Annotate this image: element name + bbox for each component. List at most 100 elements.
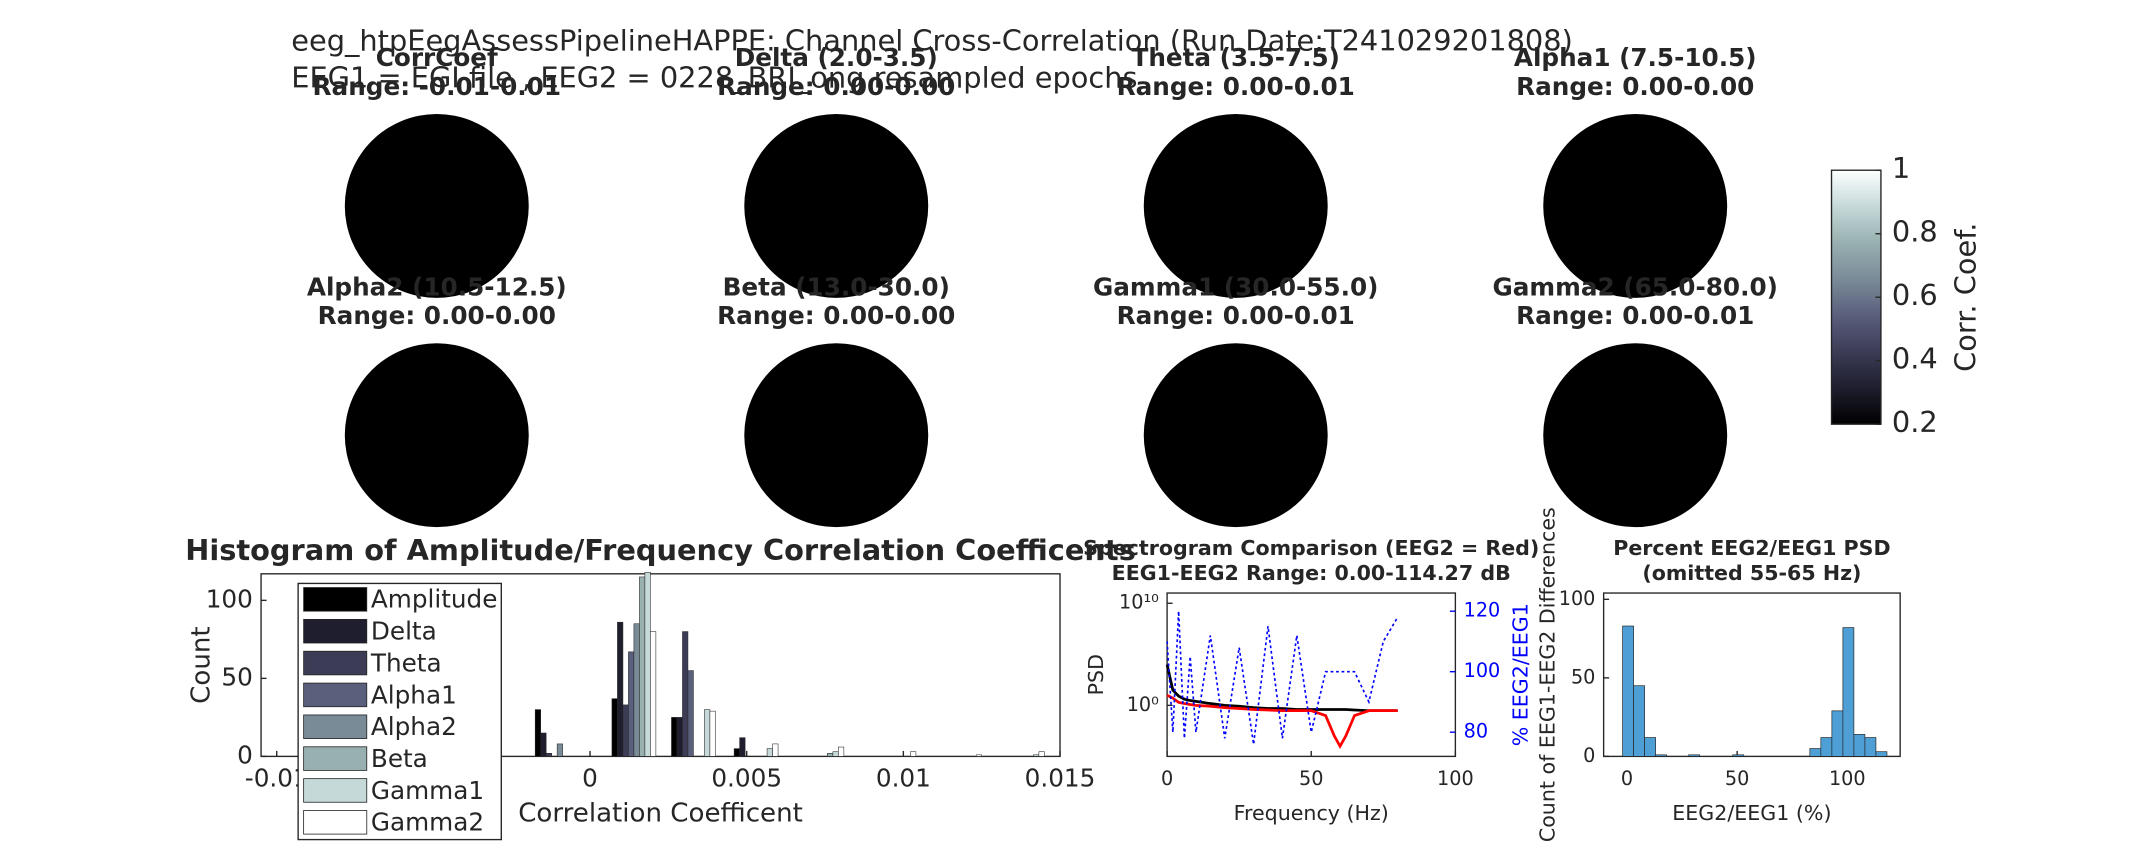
bar <box>687 670 694 757</box>
legend-swatch <box>303 650 368 676</box>
bar <box>709 710 716 757</box>
bar <box>704 709 711 757</box>
histogram-bar <box>1633 685 1645 757</box>
x-tick-label: 0 <box>582 764 598 793</box>
topomap-title: Beta (13.0-30.0) <box>723 272 950 301</box>
chart-subtitle: EEG1-EEG2 Range: 0.00-114.27 dB <box>1112 561 1511 585</box>
topomap-subtitle: Range: 0.00-0.00 <box>1516 72 1754 101</box>
topomap-subtitle: Range: -0.01-0.01 <box>313 72 561 101</box>
legend-label: Gamma2 <box>371 808 484 837</box>
x-tick-label: 0 <box>1161 767 1173 790</box>
bar <box>733 748 740 757</box>
x-tick-label: 0.01 <box>876 764 931 793</box>
colorbar-label: Corr. Coef. <box>1948 223 1982 372</box>
bar <box>611 698 618 757</box>
topomap-subtitle: Range: 0.00-0.01 <box>1516 301 1754 330</box>
y2-tick-label: 100 <box>1464 659 1501 682</box>
y-tick-label: 10¹⁰ <box>1119 591 1159 614</box>
histogram-bar <box>1644 737 1656 757</box>
bar <box>644 571 651 757</box>
topomap-disc <box>1543 113 1728 298</box>
bar <box>682 631 689 757</box>
bar <box>622 704 629 757</box>
topomap-disc <box>744 343 929 528</box>
bar <box>827 753 834 757</box>
topomap-disc <box>344 113 529 298</box>
x-tick-label: 50 <box>1725 767 1749 790</box>
bar <box>975 754 982 757</box>
colorbar <box>1830 169 1882 425</box>
bar <box>766 748 773 757</box>
bar <box>739 737 746 757</box>
colorbar-tick-label: 0.6 <box>1892 278 1938 312</box>
chart-subtitle: (omitted 55-65 Hz) <box>1642 561 1861 585</box>
histogram-bar <box>1864 737 1877 757</box>
y-tick-label: 0 <box>1583 744 1595 767</box>
bar <box>633 623 640 757</box>
bar <box>1038 751 1045 757</box>
histogram-bar <box>1853 734 1866 757</box>
legend-swatch <box>303 810 368 835</box>
bar <box>540 732 547 757</box>
legend-swatch <box>303 618 368 644</box>
x-axis-label: EEG2/EEG1 (%) <box>1672 801 1831 825</box>
topomap-title: Delta (2.0-3.5) <box>735 43 938 72</box>
figure-title: eeg_htpEegAssessPipelineHAPPE: Channel C… <box>291 24 1573 58</box>
histogram-bar <box>1809 748 1822 757</box>
x-axis-label: Frequency (Hz) <box>1234 801 1389 825</box>
y2-axis-label: % EEG2/EEG1 <box>1508 603 1532 746</box>
topomap-subtitle: Range: 0.00-0.01 <box>1117 72 1355 101</box>
plot-area <box>1602 592 1901 758</box>
bar <box>832 751 839 757</box>
bar <box>676 717 683 757</box>
y-tick-label: 100 <box>206 584 253 613</box>
x-tick-label: 100 <box>1829 767 1866 790</box>
histogram-bar <box>1622 625 1634 757</box>
y-axis-label: Count <box>187 626 217 703</box>
bar <box>671 717 678 757</box>
x-axis-label: Correlation Coefficent <box>518 799 803 829</box>
chart-title: Percent EEG2/EEG1 PSD <box>1613 536 1890 560</box>
bar <box>545 753 552 757</box>
x-tick-label: 0 <box>1621 767 1633 790</box>
legend-swatch <box>303 778 368 803</box>
topomap-title: Gamma1 (30.0-55.0) <box>1093 272 1378 301</box>
topomap-subtitle: Range: 0.00-0.00 <box>717 72 955 101</box>
legend-label: Gamma1 <box>371 776 484 805</box>
topomap-title: Theta (3.5-7.5) <box>1131 43 1340 72</box>
topomap-title: CorrCoef <box>376 43 498 72</box>
bar <box>772 743 779 757</box>
y-tick-label: 50 <box>1571 665 1595 688</box>
x-tick-label: 0.015 <box>1025 764 1096 793</box>
histogram-bar <box>1820 737 1833 757</box>
y-tick-label: 0 <box>237 740 253 769</box>
bar <box>1033 754 1040 757</box>
colorbar-tick-label: 0.2 <box>1892 405 1938 439</box>
legend-label: Amplitude <box>371 585 498 614</box>
topomap-disc <box>1543 343 1728 528</box>
line-series <box>1165 664 1398 713</box>
histogram-bar <box>1688 754 1701 757</box>
legend-label: Delta <box>371 617 437 646</box>
bar <box>838 746 845 757</box>
histogram-bar <box>1732 754 1745 757</box>
line-series <box>1166 611 1399 745</box>
topomap-title: Gamma2 (65.0-80.0) <box>1492 272 1777 301</box>
x-tick-label: 0.005 <box>711 764 782 793</box>
figure-subtitle: EEG1 = EGI file , EEG2 = 0228_BRI_ong re… <box>291 61 1137 95</box>
histogram-bar <box>1655 754 1667 757</box>
legend-swatch <box>303 587 368 612</box>
y-axis-label: Count of EEG1-EEG2 Differences <box>1536 507 1560 842</box>
legend-swatch <box>303 714 368 739</box>
legend-label: Beta <box>371 744 428 773</box>
topomap-disc <box>1143 343 1328 528</box>
y2-tick-label: 120 <box>1464 599 1501 622</box>
plot-area <box>1166 592 1457 758</box>
legend-label: Alpha2 <box>371 712 457 741</box>
histogram-bar <box>1875 751 1888 757</box>
bar <box>556 743 563 757</box>
x-tick-label: 100 <box>1437 767 1474 790</box>
bar <box>628 651 635 757</box>
topomap-disc <box>1143 113 1328 298</box>
